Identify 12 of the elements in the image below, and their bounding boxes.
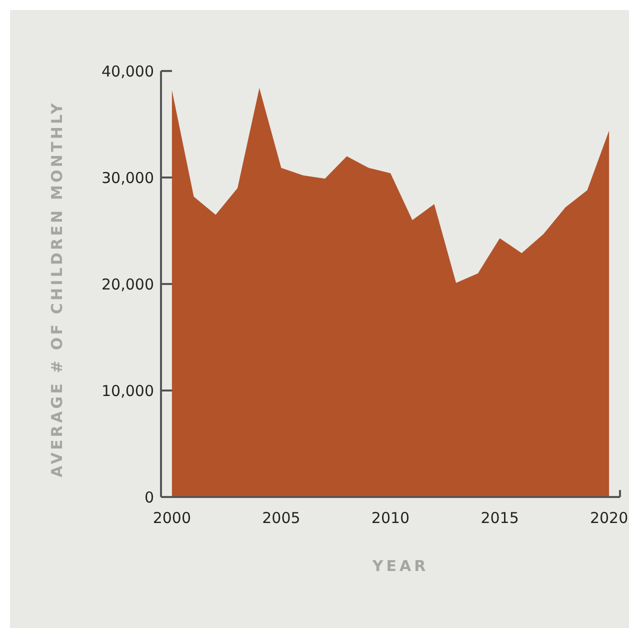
x-tick-label: 2020 — [590, 509, 628, 527]
x-tick-label: 2010 — [371, 509, 410, 527]
y-tick-label: 40,000 — [102, 62, 154, 80]
x-tick-label: 2000 — [152, 509, 192, 527]
x-tick-label: 2015 — [480, 509, 519, 527]
y-tick-label: 10,000 — [102, 382, 154, 400]
x-tick-label: 2005 — [262, 509, 300, 527]
y-tick-label: 30,000 — [102, 168, 154, 187]
y-tick-label: 20,000 — [102, 275, 154, 294]
x-axis-title: YEAR — [371, 557, 429, 575]
y-axis-title: AVERAGE # OF CHILDREN MONTHLY — [48, 100, 66, 478]
y-tick-label: 0 — [144, 488, 154, 506]
